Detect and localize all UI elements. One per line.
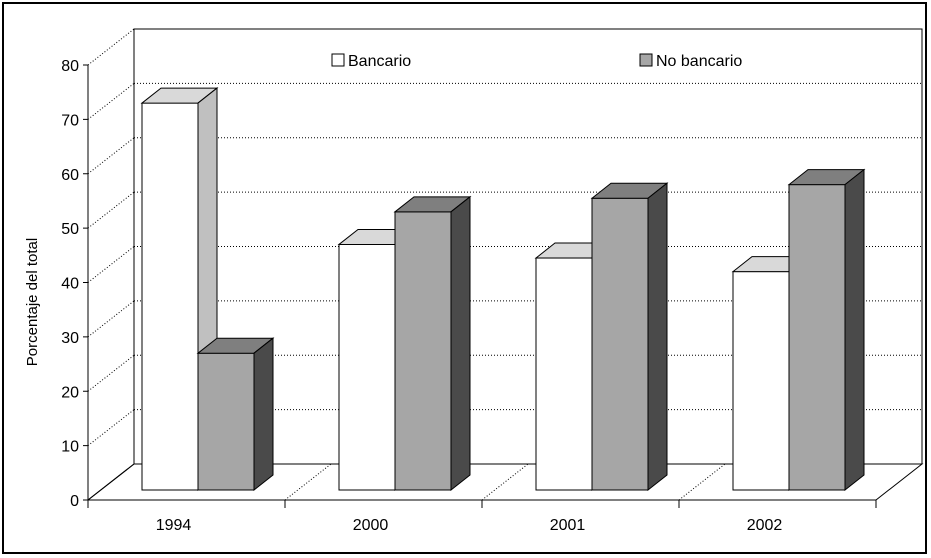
- y-tick-label: 80: [61, 58, 79, 75]
- y-tick-label: 20: [61, 384, 79, 401]
- gridline-side: [87, 28, 135, 66]
- bar-bancario: [535, 257, 593, 491]
- bars: [140, 87, 866, 492]
- bar-no-bancario: [197, 352, 255, 491]
- x-tick-label: 2000: [353, 517, 389, 534]
- y-tick-label: 60: [61, 167, 79, 184]
- bar-no-bancario: [788, 184, 846, 491]
- bar-side-face: [450, 195, 471, 492]
- bar-no-bancario: [394, 211, 452, 491]
- y-tick-label: 30: [61, 330, 79, 347]
- x-tick-label: 2001: [550, 517, 586, 534]
- bar-no-bancario: [591, 197, 649, 491]
- legend-label: No bancario: [656, 53, 742, 70]
- x-tick-label: 1994: [156, 517, 192, 534]
- legend-swatch: [331, 53, 345, 67]
- left-depth-edge: [87, 463, 135, 501]
- y-tick-label: 40: [61, 276, 79, 293]
- y-tick-label: 50: [61, 221, 79, 238]
- bar-side-face: [253, 337, 274, 492]
- legend-label: Bancario: [348, 53, 411, 70]
- x-tick-label: 2002: [747, 517, 783, 534]
- floor-divider: [481, 463, 529, 501]
- bar-side-face: [844, 168, 865, 492]
- y-tick-label: 70: [61, 112, 79, 129]
- gridline-side: [87, 246, 135, 283]
- legend: Bancario No bancario: [331, 53, 742, 70]
- floor-divider: [284, 463, 332, 501]
- gridline-side: [87, 354, 135, 392]
- bar-bancario: [141, 102, 199, 491]
- legend-swatch: [639, 53, 653, 67]
- y-axis-title: Porcentaje del total: [24, 238, 41, 366]
- bar-bancario: [338, 243, 396, 491]
- gridline-side: [87, 409, 135, 447]
- y-tick-label: 10: [61, 439, 79, 456]
- axes: 0 10 20 30 40 50 60 70 80 1994 2000 2001 2002: [61, 58, 877, 534]
- bar-side-face: [647, 182, 668, 492]
- gridline-side: [87, 300, 135, 338]
- bar-bancario: [732, 271, 790, 491]
- y-tick-label: 0: [70, 493, 79, 510]
- gridlines: [87, 28, 922, 501]
- floor-divider: [678, 463, 726, 501]
- gridline-side: [87, 137, 135, 175]
- gridline-side: [87, 191, 135, 229]
- gridline-side: [87, 82, 135, 120]
